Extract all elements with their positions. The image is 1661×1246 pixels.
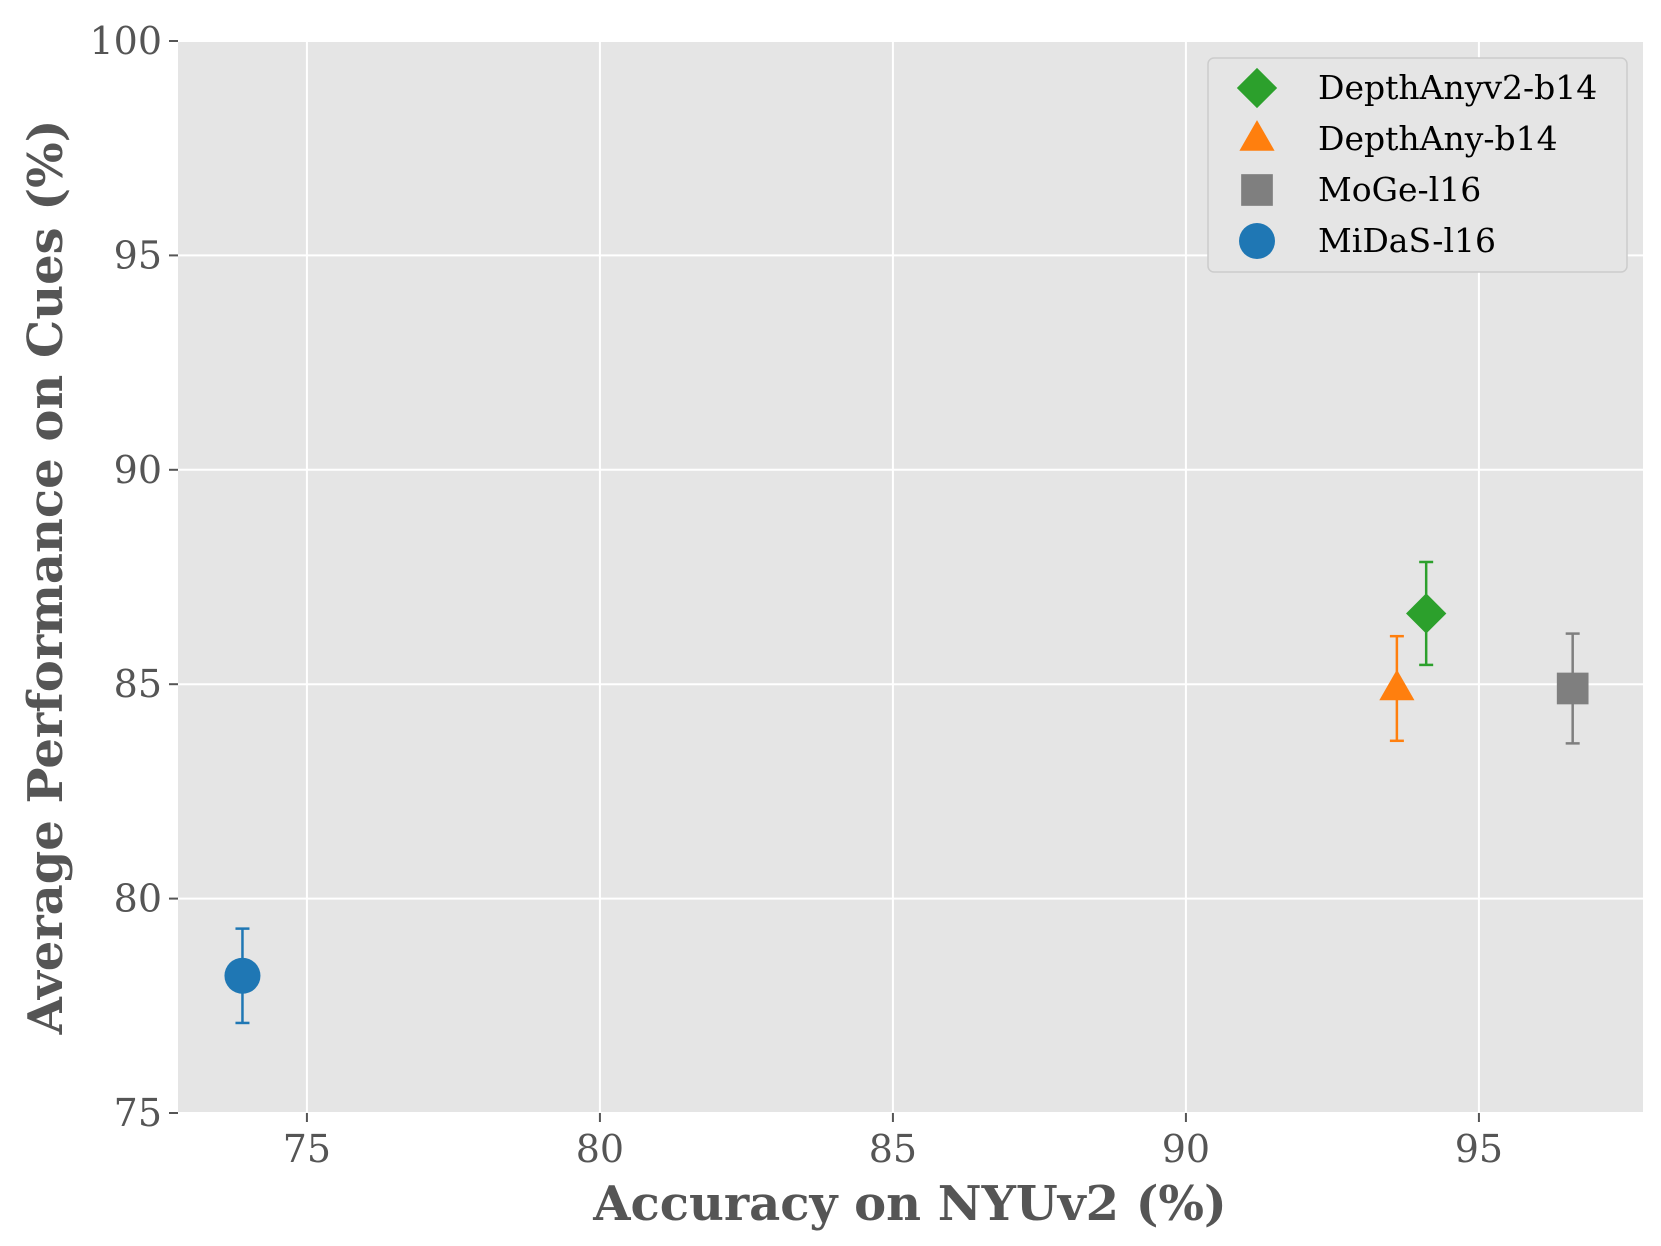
legend-circle-icon [1239, 223, 1275, 259]
series-moge-l16 [1556, 632, 1589, 745]
y-tick-label: 85 [114, 662, 162, 706]
series-midas-l16 [224, 927, 261, 1025]
data-points [224, 560, 1589, 1025]
legend: DepthAnyv2-b14 DepthAny-b14 MoGe-l16 MiDaS-… [1207, 57, 1628, 273]
y-tick-label: 90 [114, 448, 162, 492]
legend-label: MoGe-l16 [1318, 170, 1481, 209]
data-point-square [1556, 672, 1589, 705]
legend-square-icon [1241, 174, 1273, 206]
x-axis-title: Accuracy on NYUv2 (%) [592, 1176, 1226, 1232]
series-depthany-b14 [1379, 634, 1415, 743]
legend-label: DepthAnyv2-b14 [1318, 68, 1597, 107]
y-tick-label: 95 [114, 233, 162, 277]
legend-triangle-icon [1239, 120, 1275, 151]
x-tick-label: 90 [1162, 1127, 1210, 1171]
y-axis-title: Average Performance on Cues (%) [18, 120, 74, 1036]
y-tick-label: 75 [114, 1091, 162, 1135]
y-tick-label: 100 [89, 19, 162, 63]
data-point-triangle [1379, 669, 1415, 701]
x-tick-label: 95 [1455, 1127, 1503, 1171]
data-point-diamond [1406, 593, 1447, 634]
axis-ticks: 75 80 85 90 95 75 80 85 90 95 100 [89, 19, 1503, 1171]
legend-label: DepthAny-b14 [1318, 119, 1558, 158]
data-point-circle [224, 957, 261, 994]
legend-label: MiDaS-l16 [1318, 221, 1496, 260]
legend-box [1207, 57, 1628, 273]
series-depthanyv2-b14 [1406, 560, 1447, 667]
legend-diamond-icon [1236, 67, 1278, 109]
x-tick-label: 85 [869, 1127, 917, 1171]
x-tick-label: 80 [576, 1127, 624, 1171]
x-tick-label: 75 [283, 1127, 331, 1171]
y-tick-label: 80 [114, 877, 162, 921]
